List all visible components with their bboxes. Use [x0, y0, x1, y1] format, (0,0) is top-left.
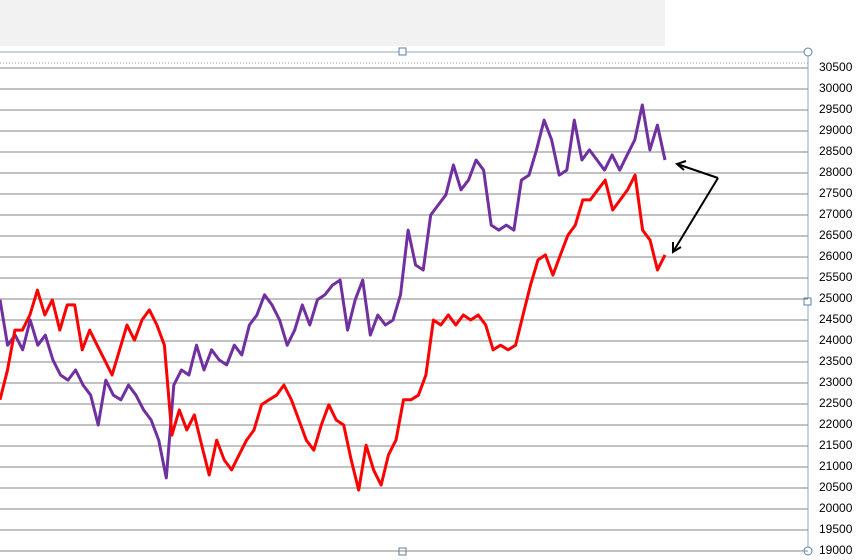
resize-handle[interactable] [803, 47, 813, 57]
y-tick-label: 23500 [819, 354, 853, 368]
arrow [676, 163, 719, 179]
y-tick-label: 21500 [819, 438, 853, 452]
y-tick-label: 22500 [819, 396, 853, 410]
y-tick-label: 26000 [819, 249, 853, 263]
y-tick-label: 28000 [819, 165, 853, 179]
series-line [0, 103, 667, 480]
y-tick-label: 29000 [819, 123, 853, 137]
y-tick-label: 30000 [819, 81, 853, 95]
arrow-head [675, 160, 687, 171]
grid: 19000 19500 20000 20500 21000 21500 22000 22500… [0, 60, 853, 557]
y-tick-label: 20000 [819, 501, 853, 515]
y-tick-label: 27000 [819, 207, 853, 221]
resize-handle[interactable] [398, 47, 407, 56]
arrow [672, 177, 719, 253]
resize-handle[interactable] [803, 297, 812, 306]
y-tick-label: 22000 [819, 417, 853, 431]
y-tick-label: 23000 [819, 375, 853, 389]
cut-axis-label-strip [0, 0, 665, 46]
plot [0, 103, 667, 492]
y-tick-label: 24000 [819, 333, 853, 347]
y-tick-label: 25500 [819, 270, 853, 284]
y-tick-label: 19500 [819, 522, 853, 536]
y-tick-label: 30500 [819, 60, 853, 74]
annotation-arrows [672, 160, 719, 254]
y-tick-label: 26500 [819, 228, 853, 242]
y-tick-label: 25000 [819, 291, 853, 305]
y-tick-label: 24500 [819, 312, 853, 326]
y-tick-label: 28500 [819, 144, 853, 158]
y-tick-label: 29500 [819, 102, 853, 116]
y-tick-label: 27500 [819, 186, 853, 200]
y-tick-label: 20500 [819, 480, 853, 494]
arrow-head [672, 242, 682, 254]
series-line [0, 173, 667, 492]
y-tick-label: 19000 [819, 543, 853, 557]
y-tick-label: 21000 [819, 459, 853, 473]
